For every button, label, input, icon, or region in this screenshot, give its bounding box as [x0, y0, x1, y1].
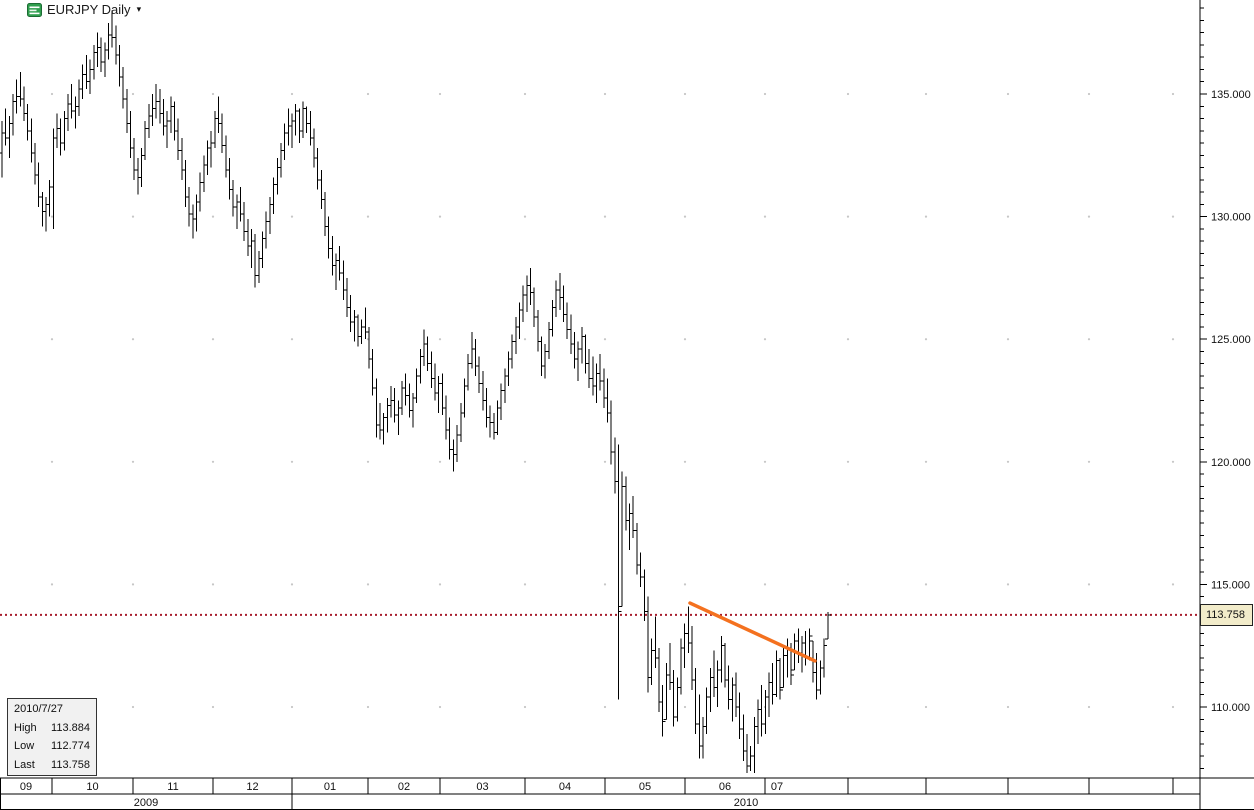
price-axis-label: 110.000: [1211, 702, 1250, 714]
price-axis-label: 135.000: [1211, 89, 1251, 101]
month-label: 06: [719, 781, 731, 793]
trendline-annotation[interactable]: [688, 601, 817, 663]
month-label: 11: [167, 781, 178, 793]
month-label: 02: [398, 781, 410, 793]
tooltip-date: 2010/7/27: [14, 703, 63, 715]
month-label: 04: [559, 781, 571, 793]
tooltip-last-row: Last 113.758: [14, 758, 90, 771]
price-axis-label: 130.000: [1211, 212, 1251, 224]
month-label: 12: [246, 781, 258, 793]
year-label: 2009: [134, 797, 158, 809]
last-price-label: 113.758: [1200, 604, 1253, 626]
price-axis-label: 115.000: [1211, 579, 1250, 591]
price-axis-label: 120.000: [1211, 457, 1251, 469]
month-label: 03: [476, 781, 488, 793]
grid-dots: [50, 92, 1175, 709]
month-label: 05: [639, 781, 651, 793]
month-label: 07: [771, 781, 783, 793]
data-window: 2010/7/27 High 113.884 Low 112.774 Last 113…: [7, 698, 97, 776]
price-axis-label: 125.000: [1211, 334, 1251, 346]
last-price-value: 113.758: [1206, 609, 1245, 621]
price-axis[interactable]: [1200, 7, 1207, 769]
year-label: 2010: [734, 797, 758, 809]
chart-icon: [27, 2, 42, 17]
month-label: 10: [86, 781, 98, 793]
symbol-selector[interactable]: EURJPY Daily ▾: [27, 2, 141, 17]
month-label: 09: [20, 781, 32, 793]
ohlc-bars: [0, 10, 831, 774]
tooltip-high-row: High 113.884: [14, 721, 90, 734]
symbol-title: EURJPY Daily: [47, 2, 131, 17]
chevron-down-icon: ▾: [136, 4, 142, 14]
time-axis[interactable]: 09 10 11 12 01 02 03 04 05 06 07 2009 2010: [20, 778, 1201, 810]
tooltip-low-row: Low 112.774: [14, 740, 90, 753]
month-label: 01: [324, 781, 336, 793]
